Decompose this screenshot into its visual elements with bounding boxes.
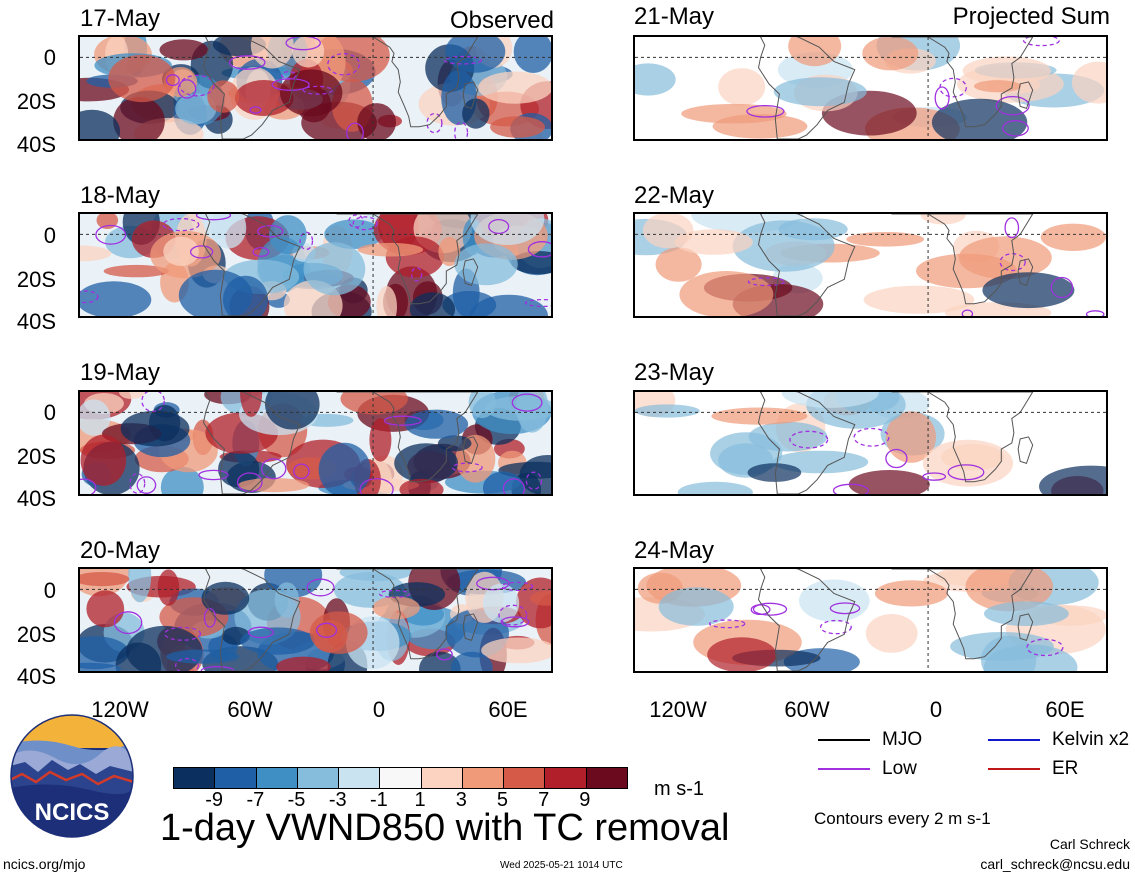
legend-line-mjo: [818, 739, 870, 741]
legend-item-low: Low: [818, 759, 917, 779]
colorbar-tick-label: -5: [287, 789, 306, 811]
date-label-right-2: 22-May: [634, 182, 715, 209]
map-panel-observed-1: [78, 35, 553, 141]
footer-url: ncics.org/mjo: [3, 856, 86, 872]
legend-label-mjo: MJO: [882, 729, 923, 750]
footer-email: carl_schreck@ncsu.edu: [980, 856, 1130, 872]
legend-label-er: ER: [1052, 758, 1079, 779]
xtick-left-0: 0: [372, 697, 386, 722]
map-panel-observed-2: [78, 212, 553, 318]
legend-line-er: [988, 768, 1040, 770]
observed-heading: Observed: [449, 7, 554, 34]
ytick-row2-0: 0: [43, 223, 56, 248]
colorbar-tick-label: 1: [414, 789, 426, 811]
colorbar-segment: [296, 768, 339, 788]
ytick-row4-0: 0: [43, 578, 56, 603]
colorbar-tick-label: -9: [205, 789, 224, 811]
colorbar-segment: [585, 768, 627, 788]
colorbar-tick-label: 5: [496, 789, 509, 811]
legend-label-low: Low: [882, 758, 917, 779]
colorbar-tick-label: 7: [538, 789, 550, 811]
colorbar-tick-label: -1: [370, 789, 388, 811]
legend-item-kelvin: Kelvin x2: [988, 730, 1129, 750]
date-label-right-3: 23-May: [634, 359, 715, 386]
ytick-row4-40s: 40S: [16, 664, 56, 689]
legend-label-kelvin: Kelvin x2: [1052, 729, 1130, 750]
map-panel-observed-3: [78, 390, 553, 496]
legend-item-er: ER: [988, 759, 1078, 779]
footer-timestamp: Wed 2025-05-21 1014 UTC: [500, 860, 623, 871]
map-panel-projected-1: [633, 35, 1108, 141]
colorbar-segment: [420, 768, 462, 788]
colorbar-units: m s-1: [654, 778, 704, 800]
colorbar-segment: [503, 768, 545, 788]
colorbar-segment: [338, 768, 380, 788]
colorbar: [173, 767, 628, 789]
date-label-right-1: 21-May: [634, 3, 715, 30]
colorbar-tick-label: -3: [328, 789, 347, 811]
xtick-right-60e: 60E: [1045, 697, 1085, 722]
xtick-left-120w: 120W: [91, 697, 149, 722]
ytick-row1-20s: 20S: [16, 89, 56, 114]
colorbar-segment: [255, 768, 297, 788]
xtick-right-60w: 60W: [784, 697, 830, 722]
ytick-row1-0: 0: [43, 45, 56, 70]
projected-heading: Projected Sum: [952, 3, 1110, 30]
xtick-left-60e: 60E: [488, 697, 528, 722]
date-label-left-2: 18-May: [80, 182, 161, 209]
legend-line-low: [818, 768, 870, 770]
contour-note: Contours every 2 m s-1: [814, 809, 991, 828]
xtick-right-0: 0: [929, 697, 943, 722]
colorbar-tick-label: 3: [455, 789, 467, 811]
colorbar-segment: [461, 768, 504, 788]
ytick-row2-40s: 40S: [16, 309, 56, 334]
date-label-left-1: 17-May: [80, 5, 161, 32]
map-panel-projected-4: [633, 567, 1108, 673]
xtick-right-120w: 120W: [649, 697, 707, 722]
date-label-left-3: 19-May: [80, 359, 161, 386]
map-panel-projected-3: [633, 390, 1108, 496]
date-label-right-4: 24-May: [634, 537, 715, 564]
logo-text: NCICS: [35, 799, 110, 826]
ytick-row3-40s: 40S: [16, 486, 56, 511]
colorbar-tick-label: -7: [246, 789, 265, 811]
ytick-row2-20s: 20S: [16, 267, 56, 292]
legend-item-mjo: MJO: [818, 730, 922, 750]
colorbar-segment: [174, 768, 215, 788]
colorbar-segment: [379, 768, 421, 788]
ytick-row1-40s: 40S: [0, 134, 56, 156]
ytick-row3-20s: 20S: [16, 444, 56, 469]
date-label-left-4: 20-May: [80, 537, 161, 564]
xtick-left-60w: 60W: [227, 697, 273, 722]
colorbar-segment: [214, 768, 256, 788]
legend-line-kelvin: [988, 739, 1040, 741]
colorbar-segment: [544, 768, 586, 788]
map-panel-observed-4: [78, 567, 553, 673]
footer-author: Carl Schreck: [1049, 836, 1130, 852]
colorbar-tick-label: 9: [579, 789, 591, 811]
map-panel-projected-2: [633, 212, 1108, 318]
ytick-row3-0: 0: [43, 400, 56, 425]
ytick-row4-20s: 20S: [16, 622, 56, 647]
main-title: 1-day VWND850 with TC removal: [160, 807, 730, 849]
ncics-logo: NCICS: [10, 714, 134, 838]
